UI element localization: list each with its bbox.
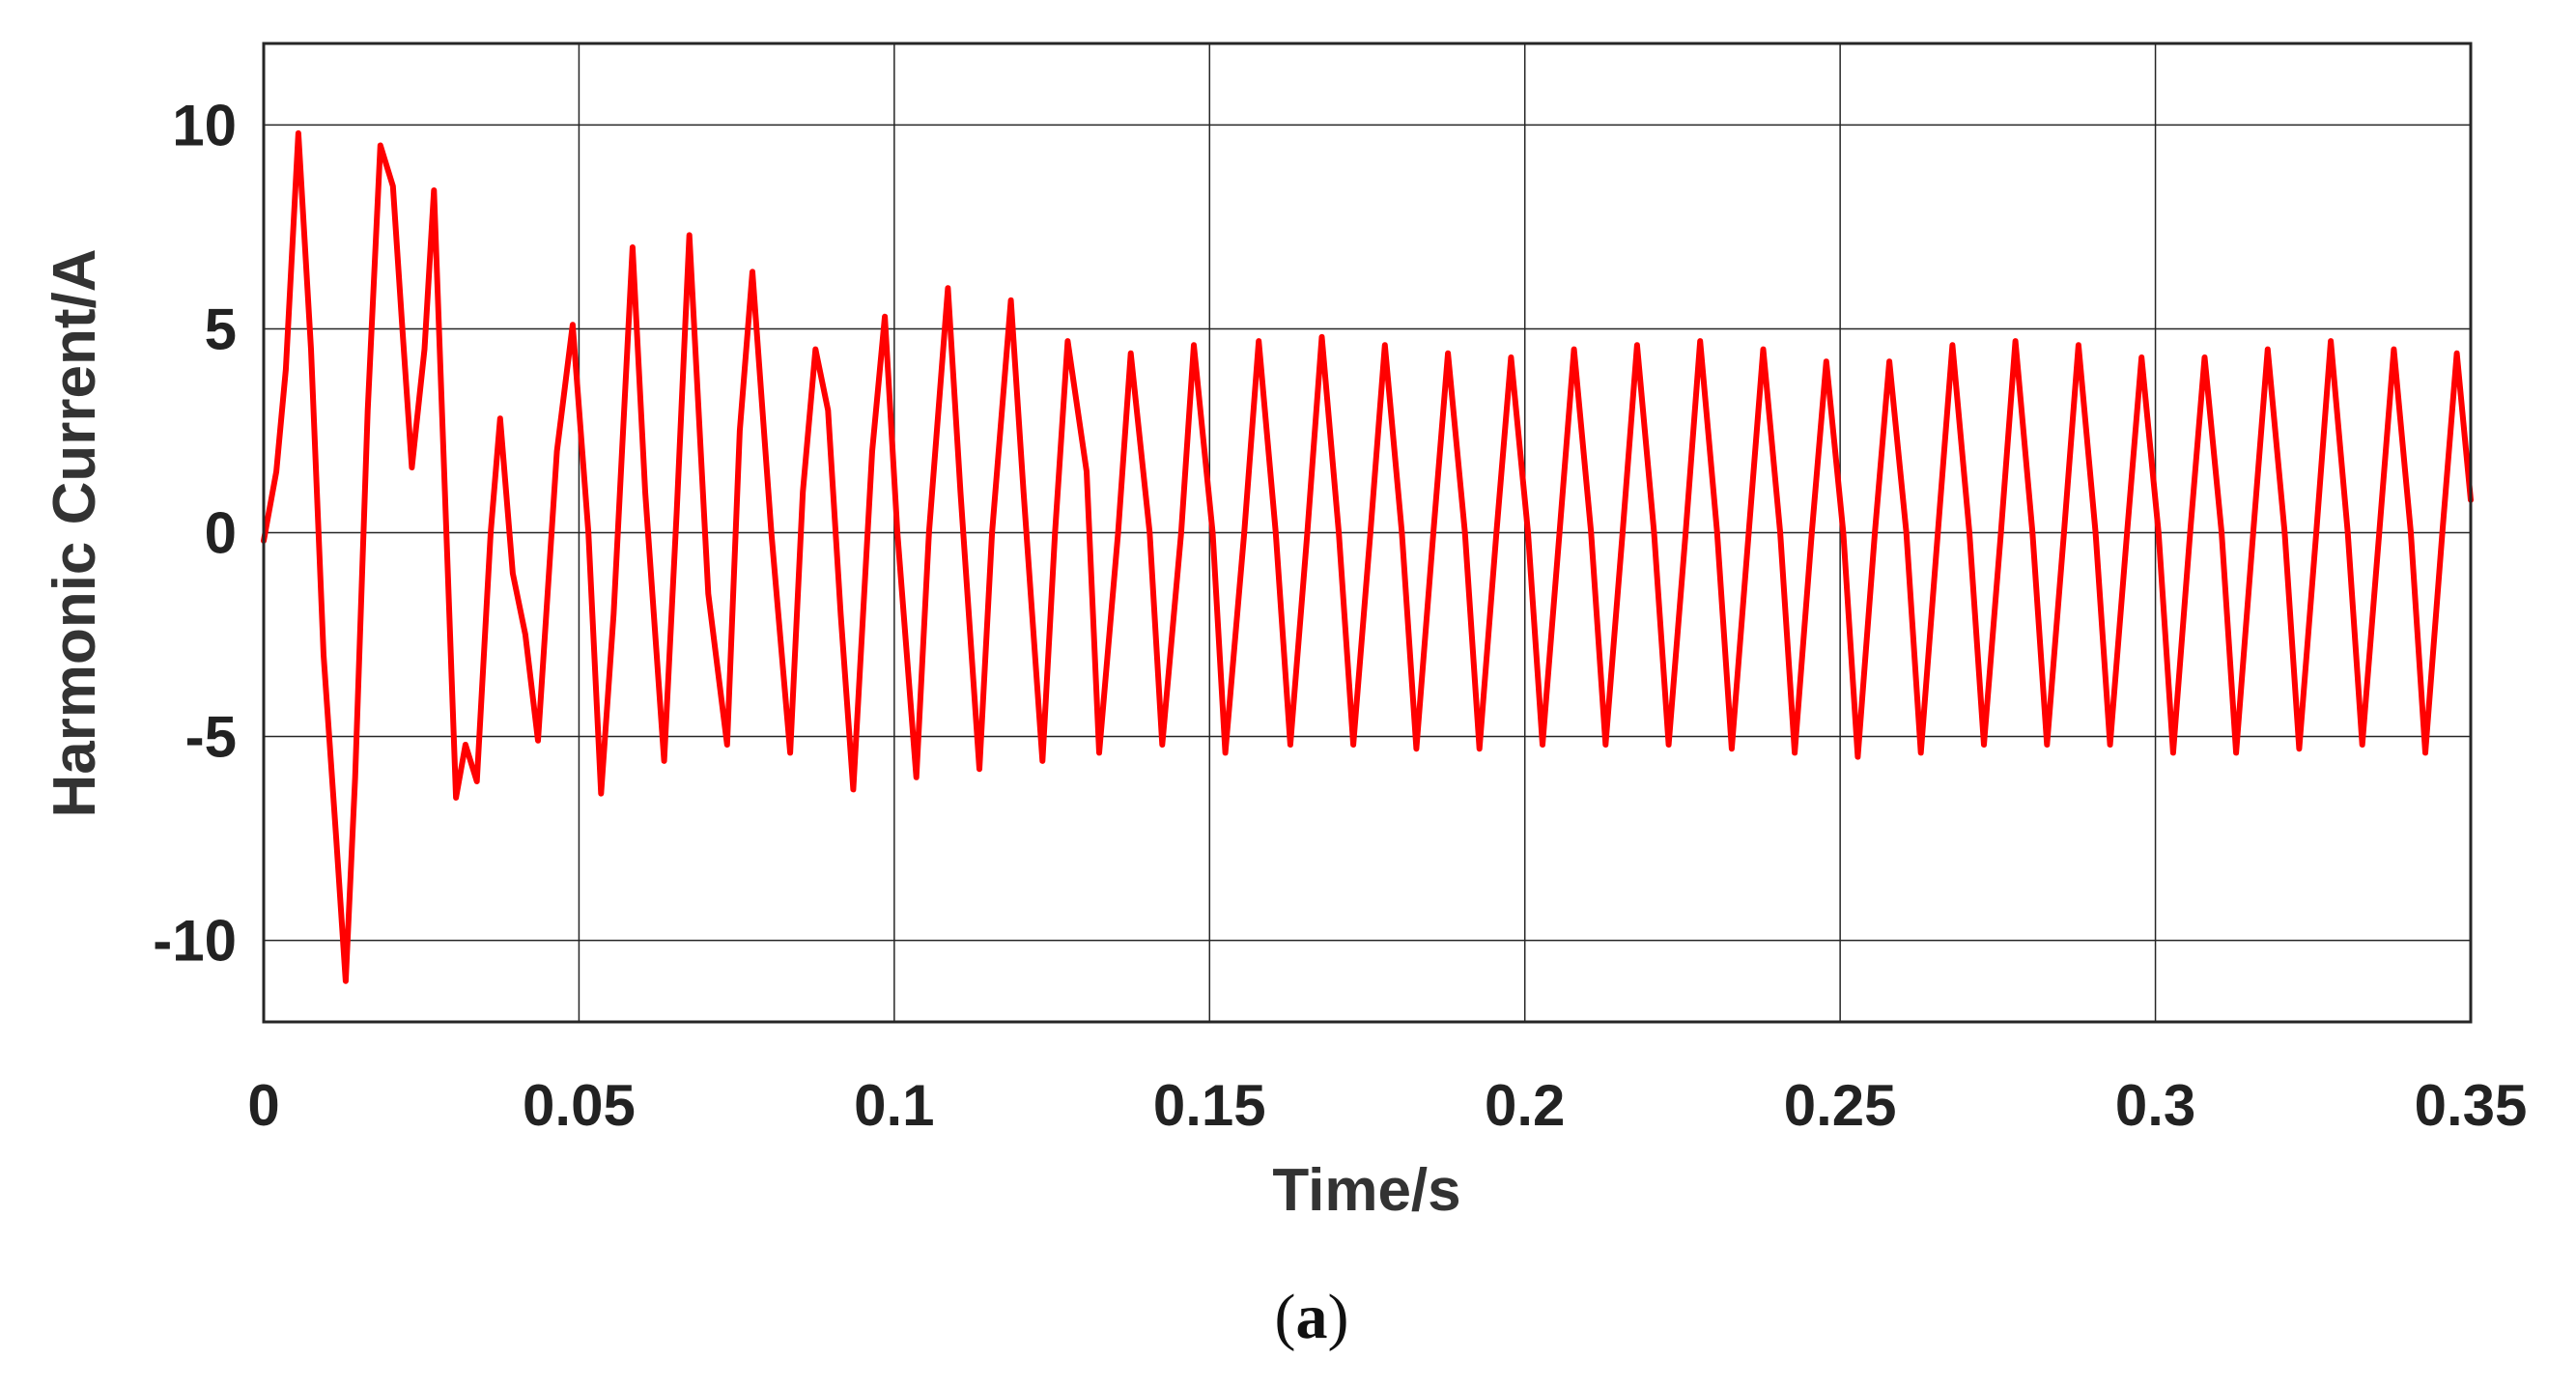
x-axis-label: Time/s	[1272, 1157, 1460, 1224]
y-tick-label: 5	[205, 297, 237, 361]
caption-letter: a	[1296, 1282, 1328, 1352]
grid-lines	[264, 43, 2471, 1022]
x-tick-label: 0.35	[2415, 1073, 2528, 1138]
x-tick-label: 0	[247, 1073, 279, 1138]
x-tick-label: 0.05	[523, 1073, 636, 1138]
y-axis-label: Harmonic Current/A	[42, 248, 108, 817]
x-tick-label: 0.3	[2115, 1073, 2195, 1138]
y-tick-label: 0	[205, 501, 237, 566]
x-tick-label: 0.1	[854, 1073, 934, 1138]
x-tick-label: 0.2	[1485, 1073, 1565, 1138]
y-tick-label: -10	[153, 909, 237, 974]
figure-caption: (a)	[1275, 1282, 1349, 1352]
plot-frame	[262, 42, 2473, 1024]
y-axis-ticks: -10 -5 0 5 10	[153, 93, 237, 973]
x-axis-ticks: 0 0.05 0.1 0.15 0.2 0.25 0.3 0.35	[247, 1073, 2527, 1138]
x-tick-label: 0.25	[1784, 1073, 1897, 1138]
x-tick-label: 0.15	[1153, 1073, 1266, 1138]
caption-open-paren: (	[1275, 1282, 1296, 1352]
y-tick-label: 10	[172, 93, 237, 157]
y-tick-label: -5	[185, 705, 237, 770]
caption-close-paren: )	[1328, 1282, 1349, 1352]
harmonic-current-series-line	[261, 129, 2474, 984]
